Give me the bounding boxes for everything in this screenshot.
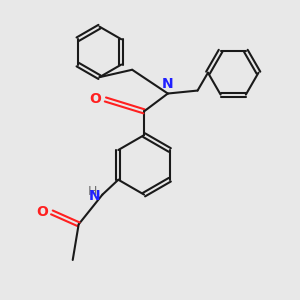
Text: H: H xyxy=(88,184,97,197)
Text: N: N xyxy=(88,189,100,203)
Text: O: O xyxy=(89,92,101,106)
Text: N: N xyxy=(162,77,174,91)
Text: O: O xyxy=(37,206,48,219)
